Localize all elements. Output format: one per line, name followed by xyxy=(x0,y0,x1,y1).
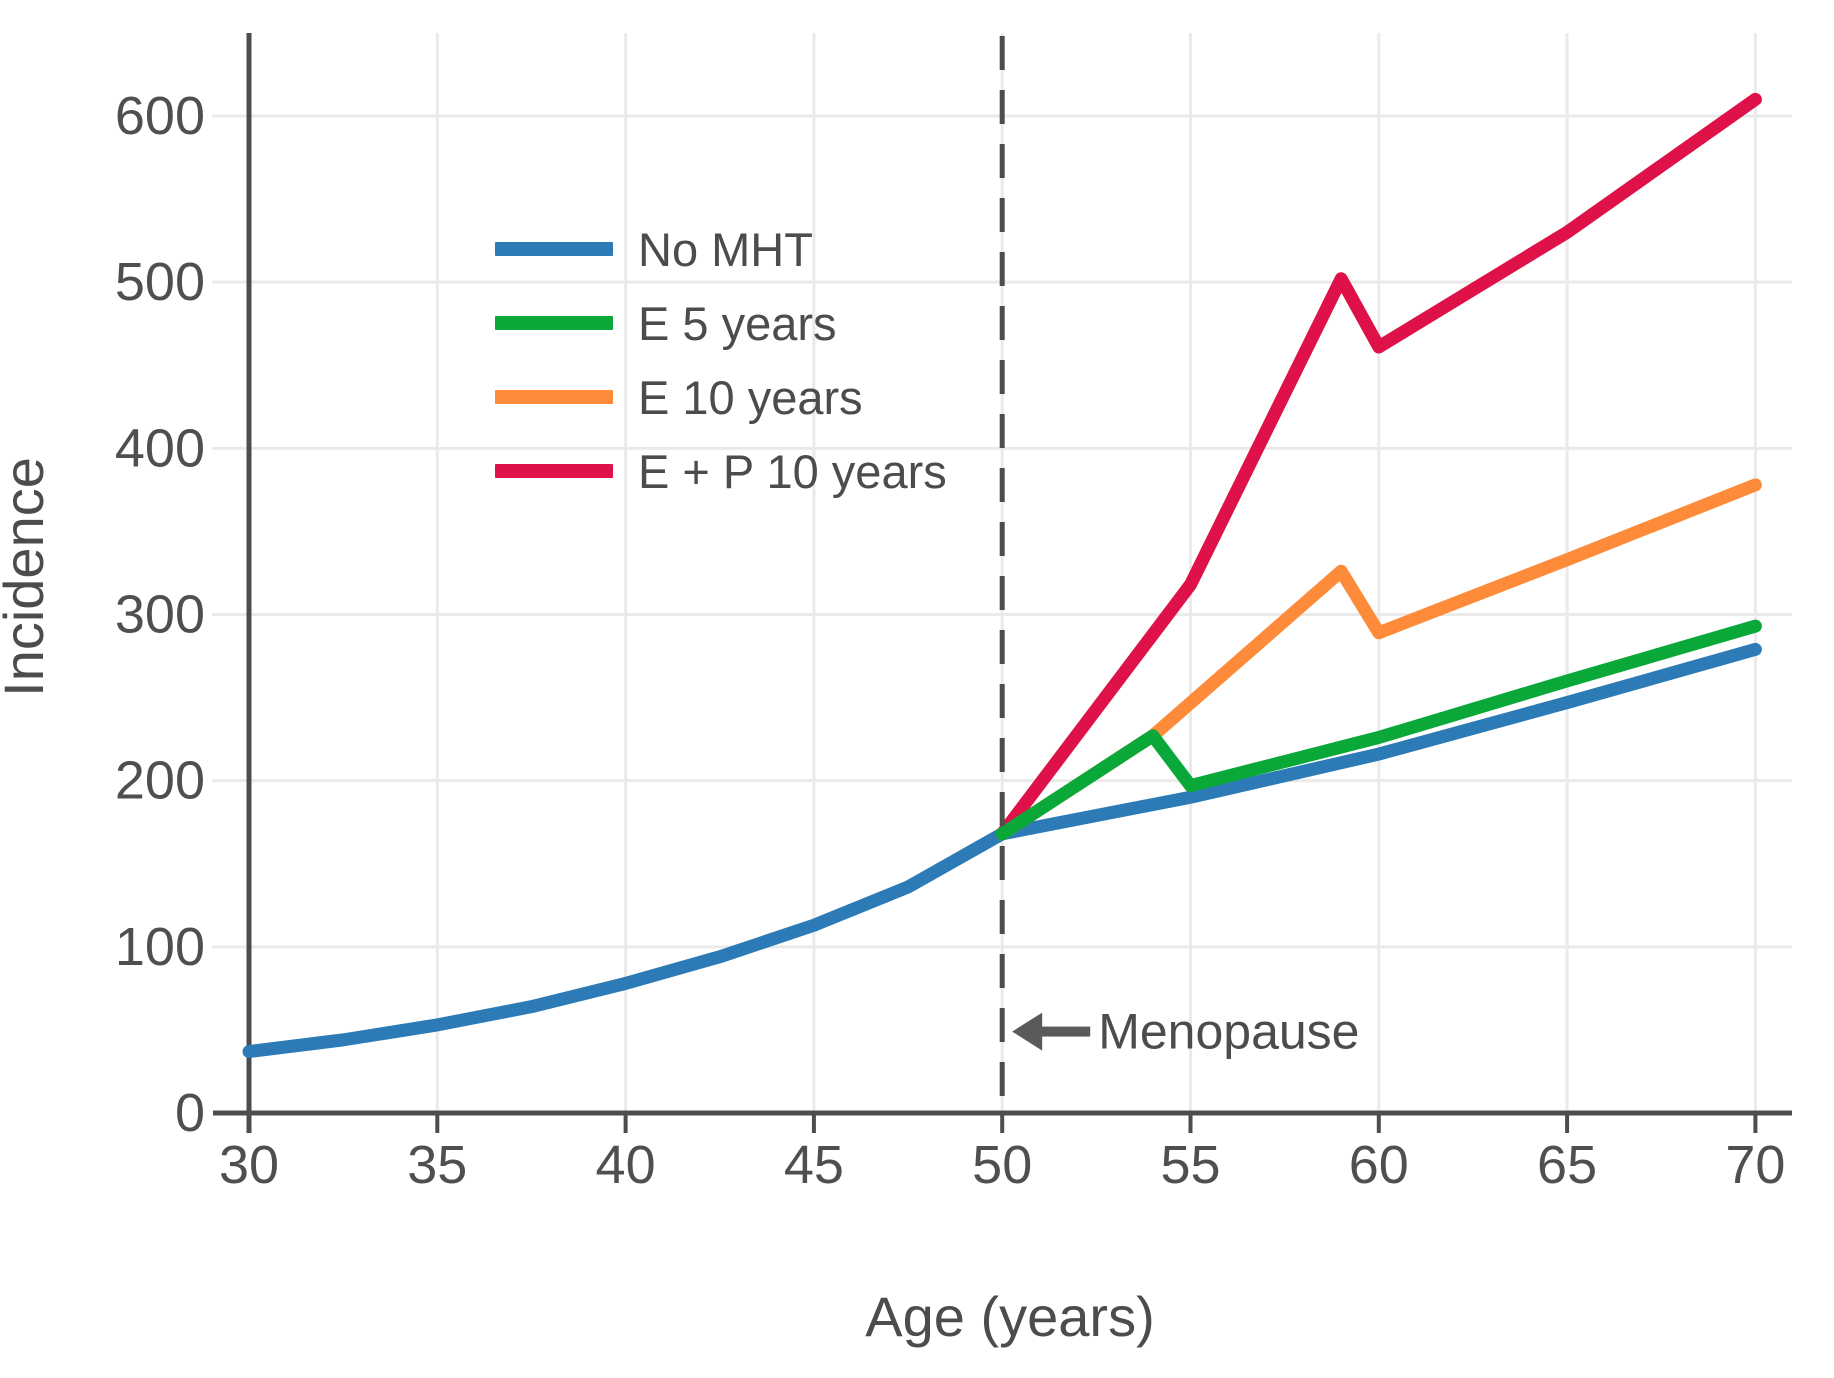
menopause-annotation: Menopause xyxy=(1012,1004,1360,1060)
menopause-annotation-text: Menopause xyxy=(1098,1004,1359,1060)
x-tick-label-60: 60 xyxy=(1349,1135,1409,1195)
y-tick-label-400: 400 xyxy=(115,418,205,478)
left-arrow-shaft xyxy=(1038,1026,1091,1037)
x-axis-title: Age (years) xyxy=(865,1285,1154,1348)
x-tick-label-70: 70 xyxy=(1725,1135,1785,1195)
y-tick-label-200: 200 xyxy=(115,751,205,811)
x-tick-label-40: 40 xyxy=(596,1135,656,1195)
y-tick-label-600: 600 xyxy=(115,86,205,146)
legend-item-e-10-years: E 10 years xyxy=(495,360,947,434)
x-tick-label-35: 35 xyxy=(407,1135,467,1195)
y-tick-label-500: 500 xyxy=(115,252,205,312)
legend-label-e-5-years: E 5 years xyxy=(638,296,837,350)
x-tick-label-45: 45 xyxy=(784,1135,844,1195)
legend-swatch-e-p-10-years xyxy=(495,464,613,478)
legend-label-e-10-years: E 10 years xyxy=(638,370,863,424)
legend-item-no-mht: No MHT xyxy=(495,212,947,286)
series-line-e-p-10-years xyxy=(995,92,1762,841)
x-tick-label-30: 30 xyxy=(219,1135,279,1195)
series-line-no-mht xyxy=(242,642,1762,1059)
tick-labels: 30 35 40 45 50 55 60 65 70 0 100 200 300 400 500 600 xyxy=(115,86,1786,1195)
x-tick-label-55: 55 xyxy=(1160,1135,1220,1195)
gridlines xyxy=(212,33,1792,1113)
x-tick-label-50: 50 xyxy=(972,1135,1032,1195)
legend-swatch-e-10-years xyxy=(495,390,613,404)
series-line-e-5-years xyxy=(995,619,1762,841)
legend-swatch-no-mht xyxy=(495,242,613,256)
x-tick-label-65: 65 xyxy=(1537,1135,1597,1195)
y-axis-title: Incidence xyxy=(0,457,55,697)
legend-label-no-mht: No MHT xyxy=(638,222,813,276)
y-tick-label-300: 300 xyxy=(115,584,205,644)
legend-item-e-5-years: E 5 years xyxy=(495,286,947,360)
legend-label-e-p-10-years: E + P 10 years xyxy=(638,444,947,498)
legend: No MHT E 5 years E 10 years E + P 10 yea… xyxy=(495,212,947,508)
legend-item-e-p-10-years: E + P 10 years xyxy=(495,434,947,508)
series-lines xyxy=(242,92,1762,1059)
axes xyxy=(213,33,1792,1133)
left-arrow-icon xyxy=(1012,1012,1043,1051)
y-tick-label-100: 100 xyxy=(115,917,205,977)
y-tick-label-0: 0 xyxy=(175,1083,205,1143)
legend-swatch-e-5-years xyxy=(495,316,613,330)
